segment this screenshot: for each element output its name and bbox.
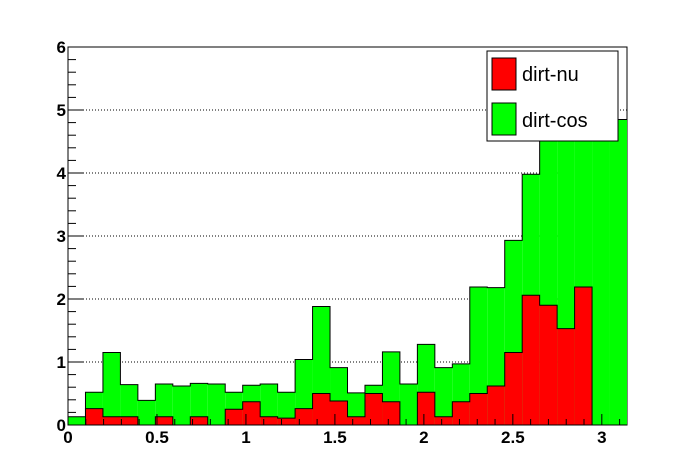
bar-dirt-cos — [277, 392, 296, 425]
bar-dirt-nu — [417, 392, 435, 425]
legend-label-dirt-cos: dirt-cos — [522, 110, 588, 132]
bar-dirt-cos — [609, 119, 627, 425]
x-tick-label: 0 — [63, 428, 72, 447]
bar-dirt-cos — [102, 352, 121, 425]
bar-dirt-nu — [522, 295, 540, 425]
y-tick-label: 2 — [57, 290, 66, 309]
x-tick-label: 2.5 — [501, 428, 525, 447]
bar-dirt-nu — [504, 352, 523, 425]
bar-dirt-nu — [452, 401, 470, 425]
bar-dirt-nu — [295, 408, 313, 425]
bar-dirt-nu — [260, 416, 278, 425]
y-tick-label: 6 — [57, 38, 66, 57]
bar-dirt-nu — [225, 409, 243, 425]
bar-dirt-cos — [469, 287, 488, 425]
bar-dirt-cos — [434, 367, 453, 425]
bar-dirt-nu — [382, 401, 400, 425]
bar-dirt-nu — [330, 401, 348, 425]
x-tick-label: 2 — [419, 428, 428, 447]
bar-dirt-nu — [557, 328, 575, 425]
bar-dirt-nu — [120, 416, 138, 425]
x-tick-label: 0.5 — [145, 428, 169, 447]
legend-swatch-dirt-cos — [491, 102, 517, 136]
y-tick-label: 4 — [57, 164, 67, 183]
bar-dirt-nu — [190, 416, 208, 425]
legend-label-dirt-nu: dirt-nu — [522, 64, 579, 86]
bar-dirt-nu — [277, 418, 296, 425]
bar-dirt-cos — [260, 384, 278, 425]
bar-dirt-nu — [539, 305, 558, 425]
bar-dirt-nu — [347, 416, 365, 425]
bar-dirt-cos — [155, 384, 173, 425]
bar-dirt-nu — [102, 416, 121, 425]
bar-dirt-nu — [85, 408, 103, 425]
bar-dirt-cos — [68, 416, 86, 425]
bar-dirt-cos — [399, 384, 418, 425]
bar-dirt-nu — [434, 416, 453, 425]
x-tick-label: 3 — [597, 428, 606, 447]
axes — [67, 46, 627, 426]
series-dirt-nu — [68, 286, 627, 426]
y-tick-label: 0 — [57, 416, 66, 435]
bar-dirt-cos — [172, 385, 191, 425]
legend: dirt-nu dirt-cos — [486, 50, 619, 142]
bar-dirt-cos — [592, 119, 610, 425]
bar-dirt-nu — [312, 393, 331, 425]
bar-dirt-cos — [207, 384, 226, 425]
x-tick-label: 1.5 — [323, 428, 347, 447]
bar-dirt-nu — [487, 385, 505, 425]
x-tick-labels: 0 0.5 1 1.5 2 2.5 3 — [63, 428, 606, 447]
legend-swatch-dirt-nu — [491, 57, 517, 91]
bar-dirt-cos — [120, 384, 138, 425]
bar-dirt-nu — [242, 401, 261, 425]
bar-dirt-cos — [190, 383, 208, 425]
bar-dirt-nu — [155, 416, 173, 425]
x-tick-label: 1 — [241, 428, 250, 447]
y-tick-label: 3 — [57, 227, 66, 246]
y-tick-label: 5 — [57, 101, 66, 120]
y-tick-label: 1 — [57, 353, 66, 372]
y-tick-labels: 0 1 2 3 4 5 6 — [57, 38, 67, 435]
bar-dirt-nu — [574, 287, 593, 425]
bar-dirt-cos — [137, 400, 156, 425]
bar-dirt-nu — [364, 393, 383, 425]
outline-dirt-nu — [68, 286, 627, 426]
bar-dirt-nu — [469, 393, 488, 425]
outline-dirt-cos — [67, 118, 627, 425]
